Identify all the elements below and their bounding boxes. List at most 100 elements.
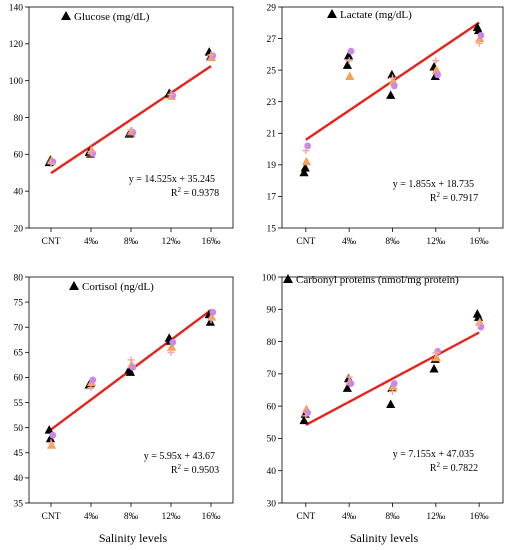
data-point-triangle (386, 399, 396, 409)
regression-equation: y = 5.95x + 43.67 (144, 451, 215, 462)
data-point-circle (477, 32, 485, 39)
chart-title: Lactate (mg/dL) (340, 9, 412, 21)
x-tick-label: CNT (296, 237, 315, 247)
y-tick-label: 90 (267, 306, 277, 316)
x-tick-label: 12‰ (426, 512, 446, 522)
data-point-cross (302, 147, 310, 155)
data-point-cross (207, 316, 215, 324)
chart-panel-2: 15 17 19 21 23 25 27 29 CNT 4‰ 8‰ 12‰ 16‰ Lactate (mg… (267, 3, 504, 247)
data-point-triangle (300, 163, 310, 172)
data-point-triangle (299, 167, 309, 177)
x-tick-label: 4‰ (84, 512, 99, 522)
x-tick-label: CNT (42, 237, 61, 247)
y-tick-label: 55 (14, 399, 24, 409)
r-squared-symbol: R (171, 188, 178, 199)
y-tick-label: 70 (14, 324, 24, 334)
data-point-cross (87, 148, 95, 156)
data-point-triangle (301, 156, 312, 166)
r-squared-exponent: 2 (178, 186, 182, 194)
y-tick-label: 80 (267, 338, 277, 348)
data-point-cross (345, 57, 353, 65)
y-tick-label: 75 (14, 298, 24, 308)
x-tick-label: 12‰ (426, 237, 446, 247)
data-point-cross (475, 320, 483, 328)
data-point-circle (209, 308, 217, 316)
y-tick-label: 19 (267, 161, 277, 171)
r-squared: R2 = 0.9503 (171, 463, 219, 476)
x-tick-label: CNT (296, 512, 315, 522)
x-axis-title-left: Salinity levels (99, 531, 168, 545)
title-triangle-icon (283, 274, 293, 283)
x-tick-label: 12‰ (162, 512, 182, 522)
data-point-triangle (45, 433, 55, 443)
data-point-cross (87, 383, 95, 391)
data-point-triangle (431, 352, 442, 362)
y-tick-label: 23 (267, 98, 277, 108)
data-point-cross (47, 160, 55, 168)
r-squared: R2 = 0.9378 (171, 186, 219, 199)
x-tick-label: 8‰ (124, 237, 139, 247)
y-tick-label: 21 (267, 130, 277, 140)
data-point-circle (347, 380, 355, 387)
y-tick-label: 60 (14, 151, 24, 161)
trendline (305, 331, 480, 426)
y-tick-label: 65 (14, 349, 24, 359)
x-tick-label: 16‰ (470, 237, 490, 247)
data-point-triangle (343, 50, 354, 60)
y-tick-label: 40 (14, 474, 24, 484)
y-tick-label: 60 (14, 374, 24, 384)
regression-equation: y = 1.855x + 18.735 (393, 179, 474, 190)
r-squared-value: = 0.7822 (440, 463, 478, 474)
data-point-cross (167, 348, 175, 356)
r-squared-exponent: 2 (437, 191, 441, 199)
y-tick-label: 80 (14, 114, 24, 124)
data-point-triangle (429, 364, 439, 373)
r-squared-exponent: 2 (437, 461, 441, 469)
data-point-circle (49, 431, 57, 439)
y-tick-label: 45 (14, 449, 24, 459)
y-tick-label: 50 (14, 424, 24, 434)
data-point-triangle (167, 342, 177, 351)
title-triangle-icon (69, 281, 79, 290)
data-point-cross (127, 356, 135, 364)
data-point-circle (169, 338, 177, 346)
r-squared-value: = 0.7917 (440, 193, 478, 204)
x-tick-label: 8‰ (385, 237, 400, 247)
title-triangle-icon (61, 11, 71, 20)
x-tick-label: 12‰ (162, 237, 182, 247)
data-point-circle (89, 376, 97, 384)
y-tick-label: 35 (14, 499, 24, 509)
x-tick-label: 16‰ (202, 512, 222, 522)
y-tick-label: 60 (267, 402, 277, 412)
y-tick-label: 30 (267, 499, 277, 509)
x-tick-label: 8‰ (124, 512, 139, 522)
chart-panel-3: 35 40 45 50 55 60 65 70 75 80 CNT 4‰ 8‰ 12‰ 16‰ Cortiso… (14, 273, 234, 522)
x-tick-label: CNT (42, 512, 61, 522)
data-point-cross (432, 349, 440, 357)
r-squared-symbol: R (430, 463, 437, 474)
x-tick-label: 16‰ (202, 237, 222, 247)
data-point-triangle (299, 415, 309, 425)
data-point-circle (129, 364, 137, 371)
y-tick-label: 17 (267, 193, 277, 203)
y-tick-label: 100 (262, 273, 277, 283)
data-point-triangle (342, 383, 352, 392)
r-squared-symbol: R (171, 465, 178, 476)
regression-equation: y = 7.155x + 47.035 (393, 449, 474, 460)
data-point-cross (389, 388, 396, 396)
data-point-cross (475, 39, 483, 47)
r-squared: R2 = 0.7822 (430, 461, 478, 474)
data-point-circle (347, 47, 355, 55)
r-squared-value: = 0.9503 (181, 465, 219, 476)
data-point-cross (432, 57, 440, 65)
data-point-triangle (44, 425, 54, 434)
data-point-triangle (345, 71, 355, 80)
y-tick-label: 120 (9, 40, 24, 50)
data-point-cross (167, 90, 175, 98)
data-point-cross (345, 373, 353, 381)
y-tick-label: 15 (267, 224, 277, 234)
regression-equation: y = 14.525x + 35.245 (129, 174, 215, 185)
trendline (50, 65, 212, 175)
y-tick-label: 40 (14, 187, 24, 197)
chart-panel-1: 20 40 60 80 100 120 140 CNT 4‰ 8‰ 12‰ 16‰ Glucose (m… (9, 3, 234, 247)
